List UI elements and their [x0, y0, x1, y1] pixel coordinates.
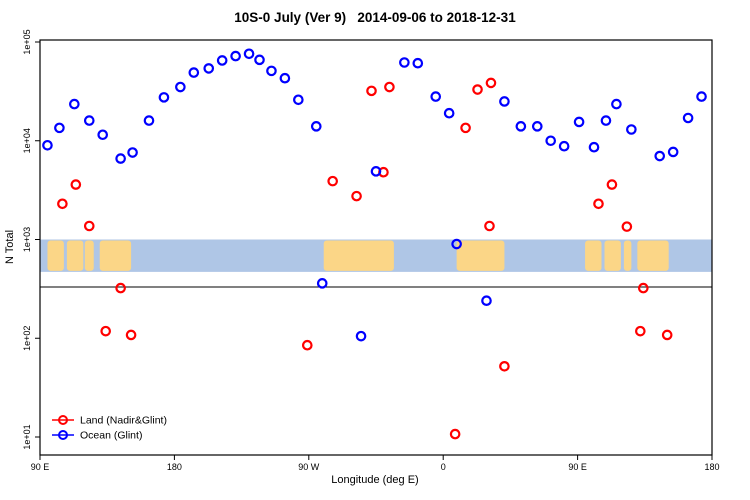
data-point: [558, 140, 570, 152]
data-point: [667, 146, 679, 158]
data-point: [243, 48, 255, 60]
data-point: [158, 92, 170, 103]
x-tick-label: 90 E: [568, 462, 587, 472]
data-point: [97, 129, 109, 141]
data-point: [661, 329, 673, 341]
plot-content: 90 E 180 90 W 0 90 E 180 1e+01 1e+02 1e+03 1e+04 1…: [22, 29, 720, 472]
data-point: [443, 107, 455, 119]
data-point: [254, 54, 265, 66]
map-band-land: [585, 240, 602, 271]
data-point: [70, 179, 82, 190]
data-point: [266, 65, 277, 77]
data-point: [115, 282, 126, 294]
data-point: [100, 325, 112, 337]
data-point: [188, 67, 200, 78]
y-tick-label: 1e+05: [22, 29, 32, 54]
data-point: [293, 94, 304, 106]
data-point: [635, 325, 646, 337]
data-point: [531, 121, 543, 132]
data-point: [588, 141, 600, 153]
map-band-land: [66, 240, 84, 271]
data-point: [302, 339, 313, 351]
legend-marker: [58, 415, 68, 425]
plot-border: [39, 39, 713, 456]
map-band-land: [323, 240, 394, 271]
map-band-land: [456, 240, 505, 271]
data-point: [366, 85, 377, 97]
data-point: [573, 116, 585, 128]
x-tick-label: 0: [441, 462, 446, 472]
data-point: [355, 330, 367, 342]
chart-title: 10S-0 July (Ver 9) 2014-09-06 to 2018-12…: [234, 10, 516, 25]
legend-marker: [58, 430, 68, 440]
data-point: [42, 139, 53, 151]
data-point: [545, 135, 557, 147]
data-point: [621, 221, 633, 232]
data-point: [484, 220, 495, 232]
data-point: [638, 282, 649, 294]
data-point: [399, 57, 410, 68]
data-point: [203, 63, 215, 74]
data-point: [626, 124, 637, 135]
map-band-land: [84, 240, 94, 271]
data-point: [515, 121, 527, 132]
x-tick-label: 180: [167, 462, 182, 472]
data-point: [696, 91, 707, 102]
data-point: [485, 77, 497, 89]
y-tick-label: 1e+03: [22, 227, 32, 252]
data-point: [370, 166, 382, 177]
map-band-land: [604, 240, 621, 271]
data-point: [216, 55, 228, 66]
data-point: [499, 360, 510, 372]
x-tick-label: 180: [704, 462, 719, 472]
data-point: [460, 122, 471, 134]
map-band-land: [47, 240, 64, 271]
data-point: [125, 329, 137, 341]
data-point: [351, 190, 362, 202]
data-point: [57, 198, 68, 210]
data-point: [654, 150, 666, 162]
data-point: [606, 179, 618, 190]
data-point: [327, 175, 338, 187]
data-point: [54, 122, 65, 134]
data-point: [451, 238, 462, 250]
data-point: [83, 220, 95, 232]
data-point: [230, 50, 241, 62]
data-point: [430, 91, 442, 102]
legend-label: Ocean (Glint): [80, 430, 142, 442]
x-axis-label: Longitude (deg E): [331, 474, 419, 486]
data-point: [175, 81, 186, 93]
y-tick-label: 1e+02: [22, 326, 32, 351]
data-point: [472, 84, 483, 95]
x-tick-label: 90 W: [298, 462, 320, 472]
data-point: [127, 147, 138, 158]
map-band-land: [623, 240, 632, 271]
map-band-land: [637, 240, 669, 271]
data-point: [143, 115, 155, 126]
data-point: [69, 98, 80, 110]
y-tick-label: 1e+01: [22, 424, 32, 449]
legend-label: Land (Nadir&Glint): [80, 415, 167, 427]
x-tick-label: 90 E: [31, 462, 50, 472]
data-point: [682, 112, 694, 124]
y-tick-label: 1e+04: [22, 128, 32, 153]
data-point: [499, 96, 510, 107]
data-point: [83, 115, 95, 126]
data-point: [449, 428, 461, 440]
data-point: [593, 198, 604, 210]
y-axis-label: N Total: [4, 230, 16, 264]
data-point: [600, 115, 612, 126]
map-band-land: [99, 240, 132, 271]
data-point: [279, 72, 291, 84]
data-point: [384, 81, 395, 93]
data-point: [316, 278, 328, 289]
data-point: [412, 57, 424, 69]
data-point: [310, 121, 322, 132]
data-point: [481, 295, 492, 307]
data-point: [611, 98, 622, 110]
data-point: [115, 153, 126, 164]
